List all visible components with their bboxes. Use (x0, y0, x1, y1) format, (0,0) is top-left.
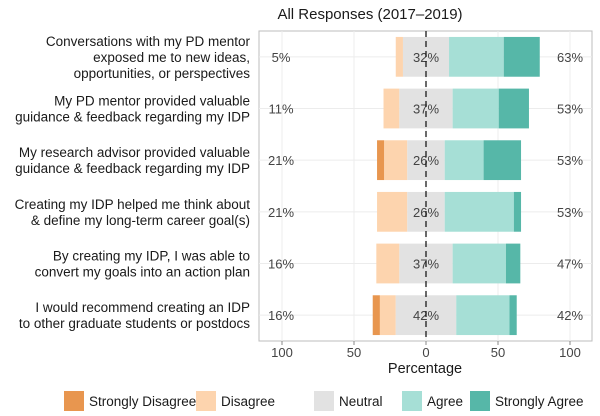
category-label-line: to other graduate students or postdocs (19, 316, 250, 331)
bar-strongly-agree (509, 295, 517, 336)
category-label-line: opportunities, or perspectives (74, 66, 251, 81)
right-percent-label: 53% (557, 102, 583, 117)
bar-disagree (395, 36, 403, 77)
legend-swatch (470, 391, 490, 411)
category-label-line: guidance & feedback regarding my IDP (15, 110, 250, 125)
bar-agree (444, 191, 514, 232)
left-percent-label: 16% (268, 308, 294, 323)
bar-strongly-agree (483, 140, 522, 181)
right-percent-label: 53% (557, 205, 583, 220)
bar-strongly-agree (505, 243, 521, 284)
category-label-line: Creating my IDP helped me think about (15, 197, 251, 212)
x-tick-labels: 100 50 0 50 100 (271, 345, 581, 360)
category-label-line: exposed me to new ideas, (93, 50, 250, 65)
x-tick-label: 100 (271, 345, 293, 360)
bar-agree (452, 243, 506, 284)
bar-disagree (379, 295, 396, 336)
bar-disagree (376, 243, 400, 284)
category-label-line: Conversations with my PD mentor (46, 34, 251, 49)
bar-disagree (377, 191, 408, 232)
category-label: My PD mentor provided valuable guidance &… (15, 94, 250, 125)
legend-label: Disagree (221, 394, 275, 409)
x-tick-label: 0 (422, 345, 429, 360)
left-percent-label: 16% (268, 257, 294, 272)
category-label-line: My PD mentor provided valuable (54, 94, 250, 109)
bar-strongly-disagree (372, 295, 380, 336)
neutral-percent-label: 32% (413, 50, 439, 65)
category-label-line: My research advisor provided valuable (19, 145, 250, 160)
category-label: My research advisor provided valuable gui… (15, 145, 250, 176)
neutral-percent-label: 26% (413, 153, 439, 168)
neutral-percent-label: 37% (413, 102, 439, 117)
category-label: Conversations with my PD mentor exposed m… (46, 34, 251, 81)
chart-title: All Responses (2017–2019) (277, 6, 462, 23)
right-percent-label: 42% (557, 308, 583, 323)
bar-strongly-agree (503, 36, 540, 77)
right-percent-label: 47% (557, 257, 583, 272)
bar-strongly-disagree (377, 140, 385, 181)
legend-swatch (64, 391, 84, 411)
x-tick-label: 50 (347, 345, 361, 360)
legend-swatch (314, 391, 334, 411)
legend-swatch (196, 391, 216, 411)
legend-swatch (402, 391, 422, 411)
bar-agree (449, 36, 504, 77)
bar-strongly-agree (513, 191, 522, 232)
bar-agree (444, 140, 484, 181)
percentage-labels: 5% 32% 63%11% 37% 53%21% 26% 53%21% 26% 53%16% 37… (268, 50, 583, 323)
category-labels: Conversations with my PD mentor exposed m… (15, 34, 251, 331)
x-axis-label: Percentage (388, 361, 462, 377)
bar-agree (452, 88, 499, 129)
category-label-line: I would recommend creating an IDP (35, 300, 250, 315)
bar-disagree (384, 140, 408, 181)
category-label-line: & define my long-term career goal(s) (31, 213, 250, 228)
left-percent-label: 5% (272, 50, 291, 65)
left-percent-label: 11% (268, 102, 293, 117)
category-label: By creating my IDP, I was able to convert… (35, 249, 250, 280)
left-percent-label: 21% (268, 153, 294, 168)
x-tick-label: 100 (559, 345, 581, 360)
bar-disagree (383, 88, 400, 129)
left-percent-label: 21% (268, 205, 294, 220)
x-tick-label: 50 (491, 345, 505, 360)
legend-label: Neutral (339, 394, 383, 409)
bar-agree (456, 295, 510, 336)
right-percent-label: 53% (557, 153, 583, 168)
bar-strongly-agree (498, 88, 529, 129)
legend: Strongly Disagree Disagree Neutral Agree Str… (64, 391, 584, 411)
bars (372, 36, 540, 336)
category-label-line: By creating my IDP, I was able to (53, 249, 250, 264)
right-percent-label: 63% (557, 50, 583, 65)
legend-label: Strongly Disagree (89, 394, 196, 409)
legend-label: Agree (427, 394, 463, 409)
category-label: I would recommend creating an IDP to othe… (19, 300, 250, 331)
category-label-line: convert my goals into an action plan (35, 265, 250, 280)
legend-label: Strongly Agree (495, 394, 584, 409)
category-label-line: guidance & feedback regarding my IDP (15, 161, 250, 176)
category-label: Creating my IDP helped me think about & d… (15, 197, 251, 228)
